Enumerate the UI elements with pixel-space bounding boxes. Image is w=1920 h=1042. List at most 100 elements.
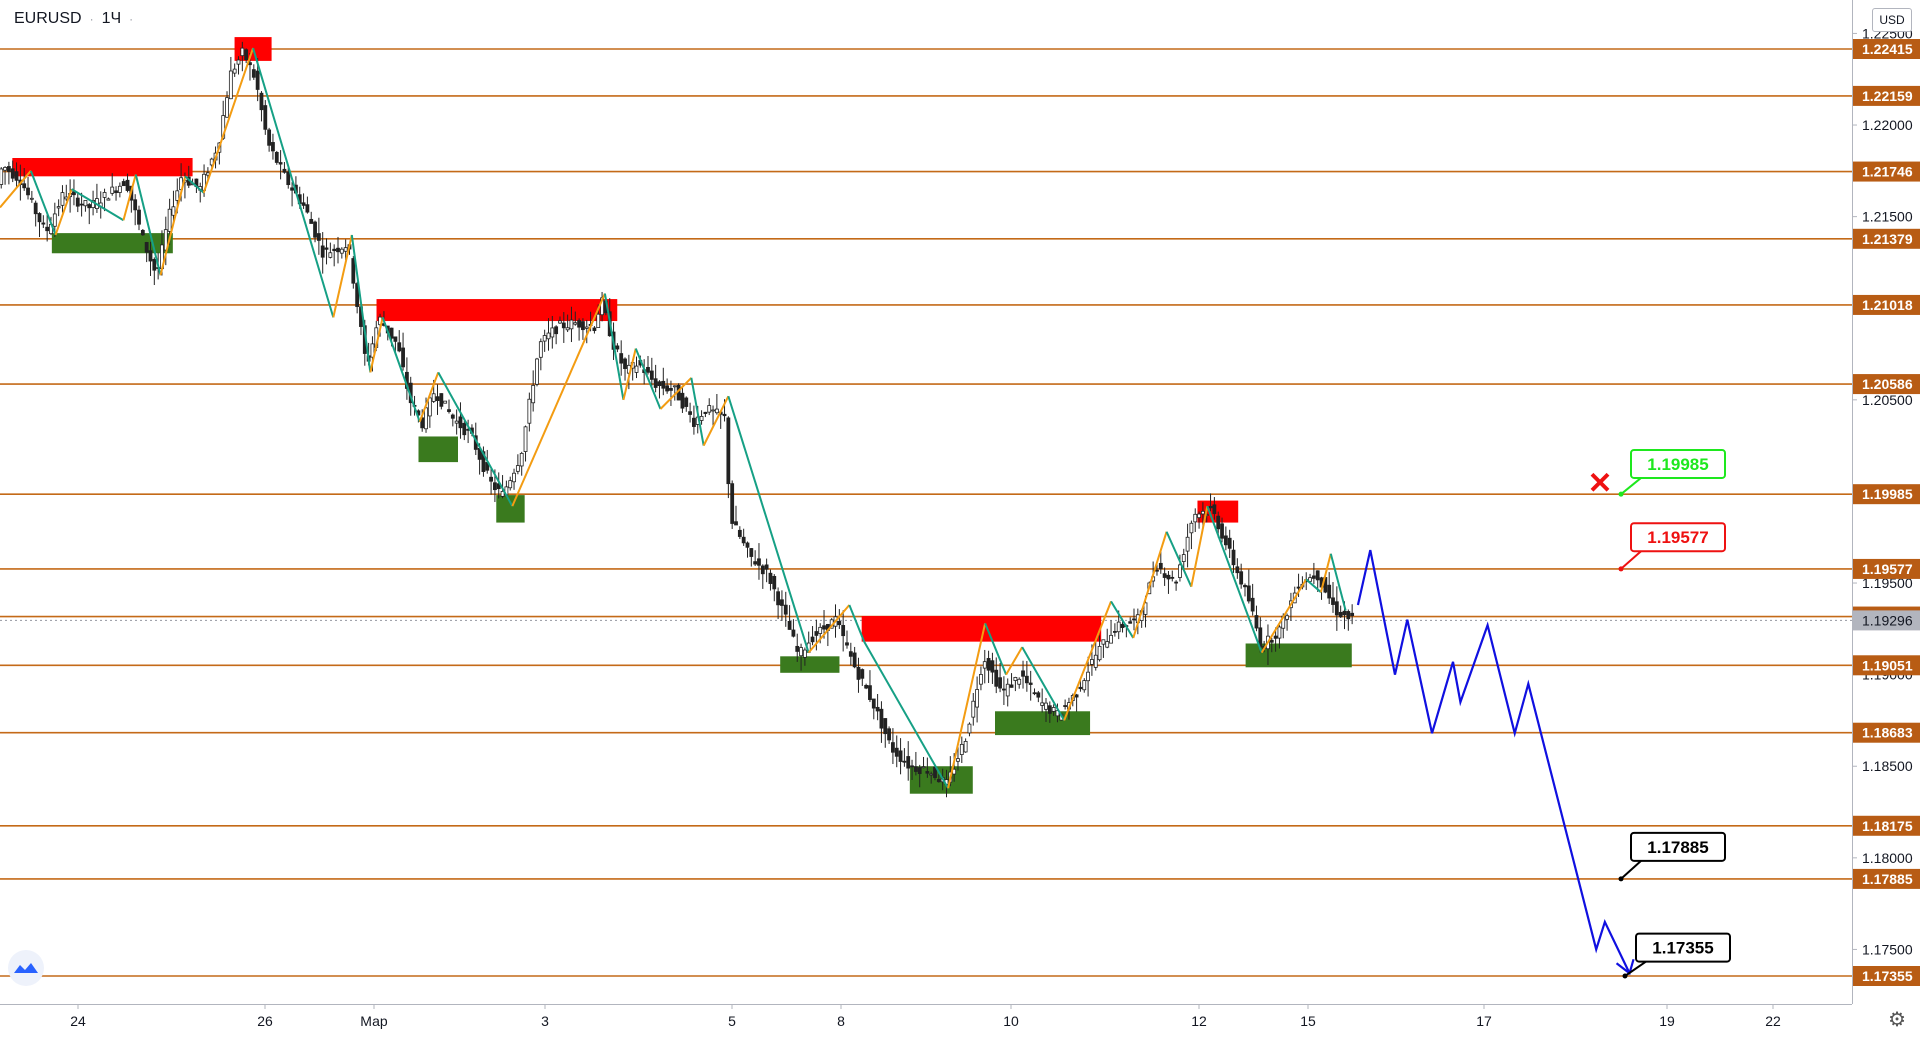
price-level-label: 1.19985 [1862, 486, 1913, 502]
zigzag-segment [0, 170, 32, 209]
candle-body [963, 740, 968, 753]
candle-body [443, 400, 448, 404]
cancel-mark-icon [1590, 472, 1610, 492]
candle-body [22, 183, 27, 189]
gear-icon[interactable]: ⚙ [1888, 1009, 1906, 1031]
candle-body [1093, 654, 1098, 668]
candle-body [1051, 707, 1056, 712]
candle-body [1250, 597, 1255, 612]
candle-body [1212, 504, 1217, 515]
candle-body [1028, 682, 1033, 685]
candle-body [232, 68, 237, 74]
candle-body [745, 542, 750, 548]
candle-body [864, 684, 869, 689]
candle-body [1074, 694, 1079, 698]
candle-body [1024, 675, 1029, 684]
candle-body [1078, 686, 1083, 690]
candle-body [439, 393, 444, 407]
candle-body [1331, 597, 1335, 605]
tradingview-logo-icon[interactable] [8, 950, 44, 986]
x-tick-label: 8 [837, 1013, 845, 1029]
candle-body [1220, 523, 1224, 539]
zigzag-segment [947, 623, 987, 789]
zigzag-segment [1021, 646, 1066, 721]
candle-body [542, 335, 547, 342]
candle-body [776, 591, 781, 606]
target-anchor-dot [1618, 876, 1624, 882]
zigzag-segment [134, 174, 162, 276]
zigzag-segment [202, 47, 255, 194]
candle-body [37, 213, 42, 223]
candle-body [787, 621, 792, 630]
zigzag-segment [1319, 553, 1332, 593]
price-level-label: 1.17885 [1862, 871, 1913, 887]
candle-body [986, 658, 991, 671]
candle-body [1277, 626, 1282, 639]
candle-body [435, 396, 440, 402]
symbol-header[interactable]: EURUSD · 1Ч · [10, 10, 138, 28]
price-level-label: 1.21379 [1862, 231, 1913, 247]
support-zone [995, 711, 1091, 736]
zigzag-segment [807, 604, 851, 654]
candle-body [868, 685, 872, 700]
price-level-badge [1853, 374, 1920, 395]
candle-body [1158, 562, 1163, 570]
candle-body [267, 129, 272, 146]
candle-body [730, 483, 735, 524]
candle-body [1185, 536, 1190, 552]
candle-body [1216, 515, 1221, 530]
candle-body [389, 327, 394, 339]
candle-body [757, 558, 761, 566]
support-zone [496, 495, 525, 523]
candle-body [1189, 522, 1194, 534]
y-tick-label: 1.19500 [1862, 575, 1913, 591]
candle-body [737, 529, 742, 537]
price-level-label: 1.19051 [1862, 657, 1913, 673]
candle-body [271, 142, 275, 152]
candle-body [546, 332, 551, 340]
price-level-badge [1853, 85, 1920, 106]
price-level-badge [1853, 722, 1920, 743]
candle-body [653, 378, 658, 388]
candle-body [14, 171, 19, 181]
candle-body [1273, 635, 1278, 639]
y-tick-label: 1.17500 [1862, 941, 1913, 957]
candle-body [236, 59, 241, 65]
candle-body [814, 631, 819, 636]
candle-body [1044, 702, 1048, 710]
candle-body [427, 397, 432, 417]
candle-body [799, 647, 803, 657]
candle-body [1128, 621, 1133, 624]
zigzag-segment [1005, 646, 1024, 676]
candle-body [1285, 615, 1289, 620]
candle-body [106, 198, 111, 201]
candle-body [309, 218, 314, 224]
currency-button[interactable]: USD [1872, 8, 1912, 32]
candle-body [515, 465, 520, 472]
candle-body [527, 398, 532, 424]
candle-body [244, 49, 249, 60]
candle-body [29, 197, 34, 200]
candle-body [615, 345, 620, 350]
candle-body [898, 750, 903, 762]
candle-body [351, 258, 356, 284]
candle-body [741, 536, 746, 544]
candle-body [87, 204, 92, 209]
candle-body [1197, 513, 1201, 519]
interval-label[interactable]: 1Ч [101, 10, 122, 27]
zigzag-segment [252, 47, 335, 318]
candle-body [910, 765, 914, 768]
zigzag-segment [381, 317, 421, 423]
zigzag-segment [1206, 505, 1263, 653]
x-tick-label: 19 [1659, 1013, 1675, 1029]
target-callout-box [1635, 932, 1731, 963]
forecast-path [1356, 549, 1631, 974]
candle-body [1101, 639, 1106, 645]
candle-body [424, 407, 428, 430]
zigzag-segment [437, 371, 514, 507]
zigzag-segment [1305, 578, 1322, 593]
x-tick-label: 12 [1191, 1013, 1207, 1029]
candle-body [1350, 612, 1355, 617]
